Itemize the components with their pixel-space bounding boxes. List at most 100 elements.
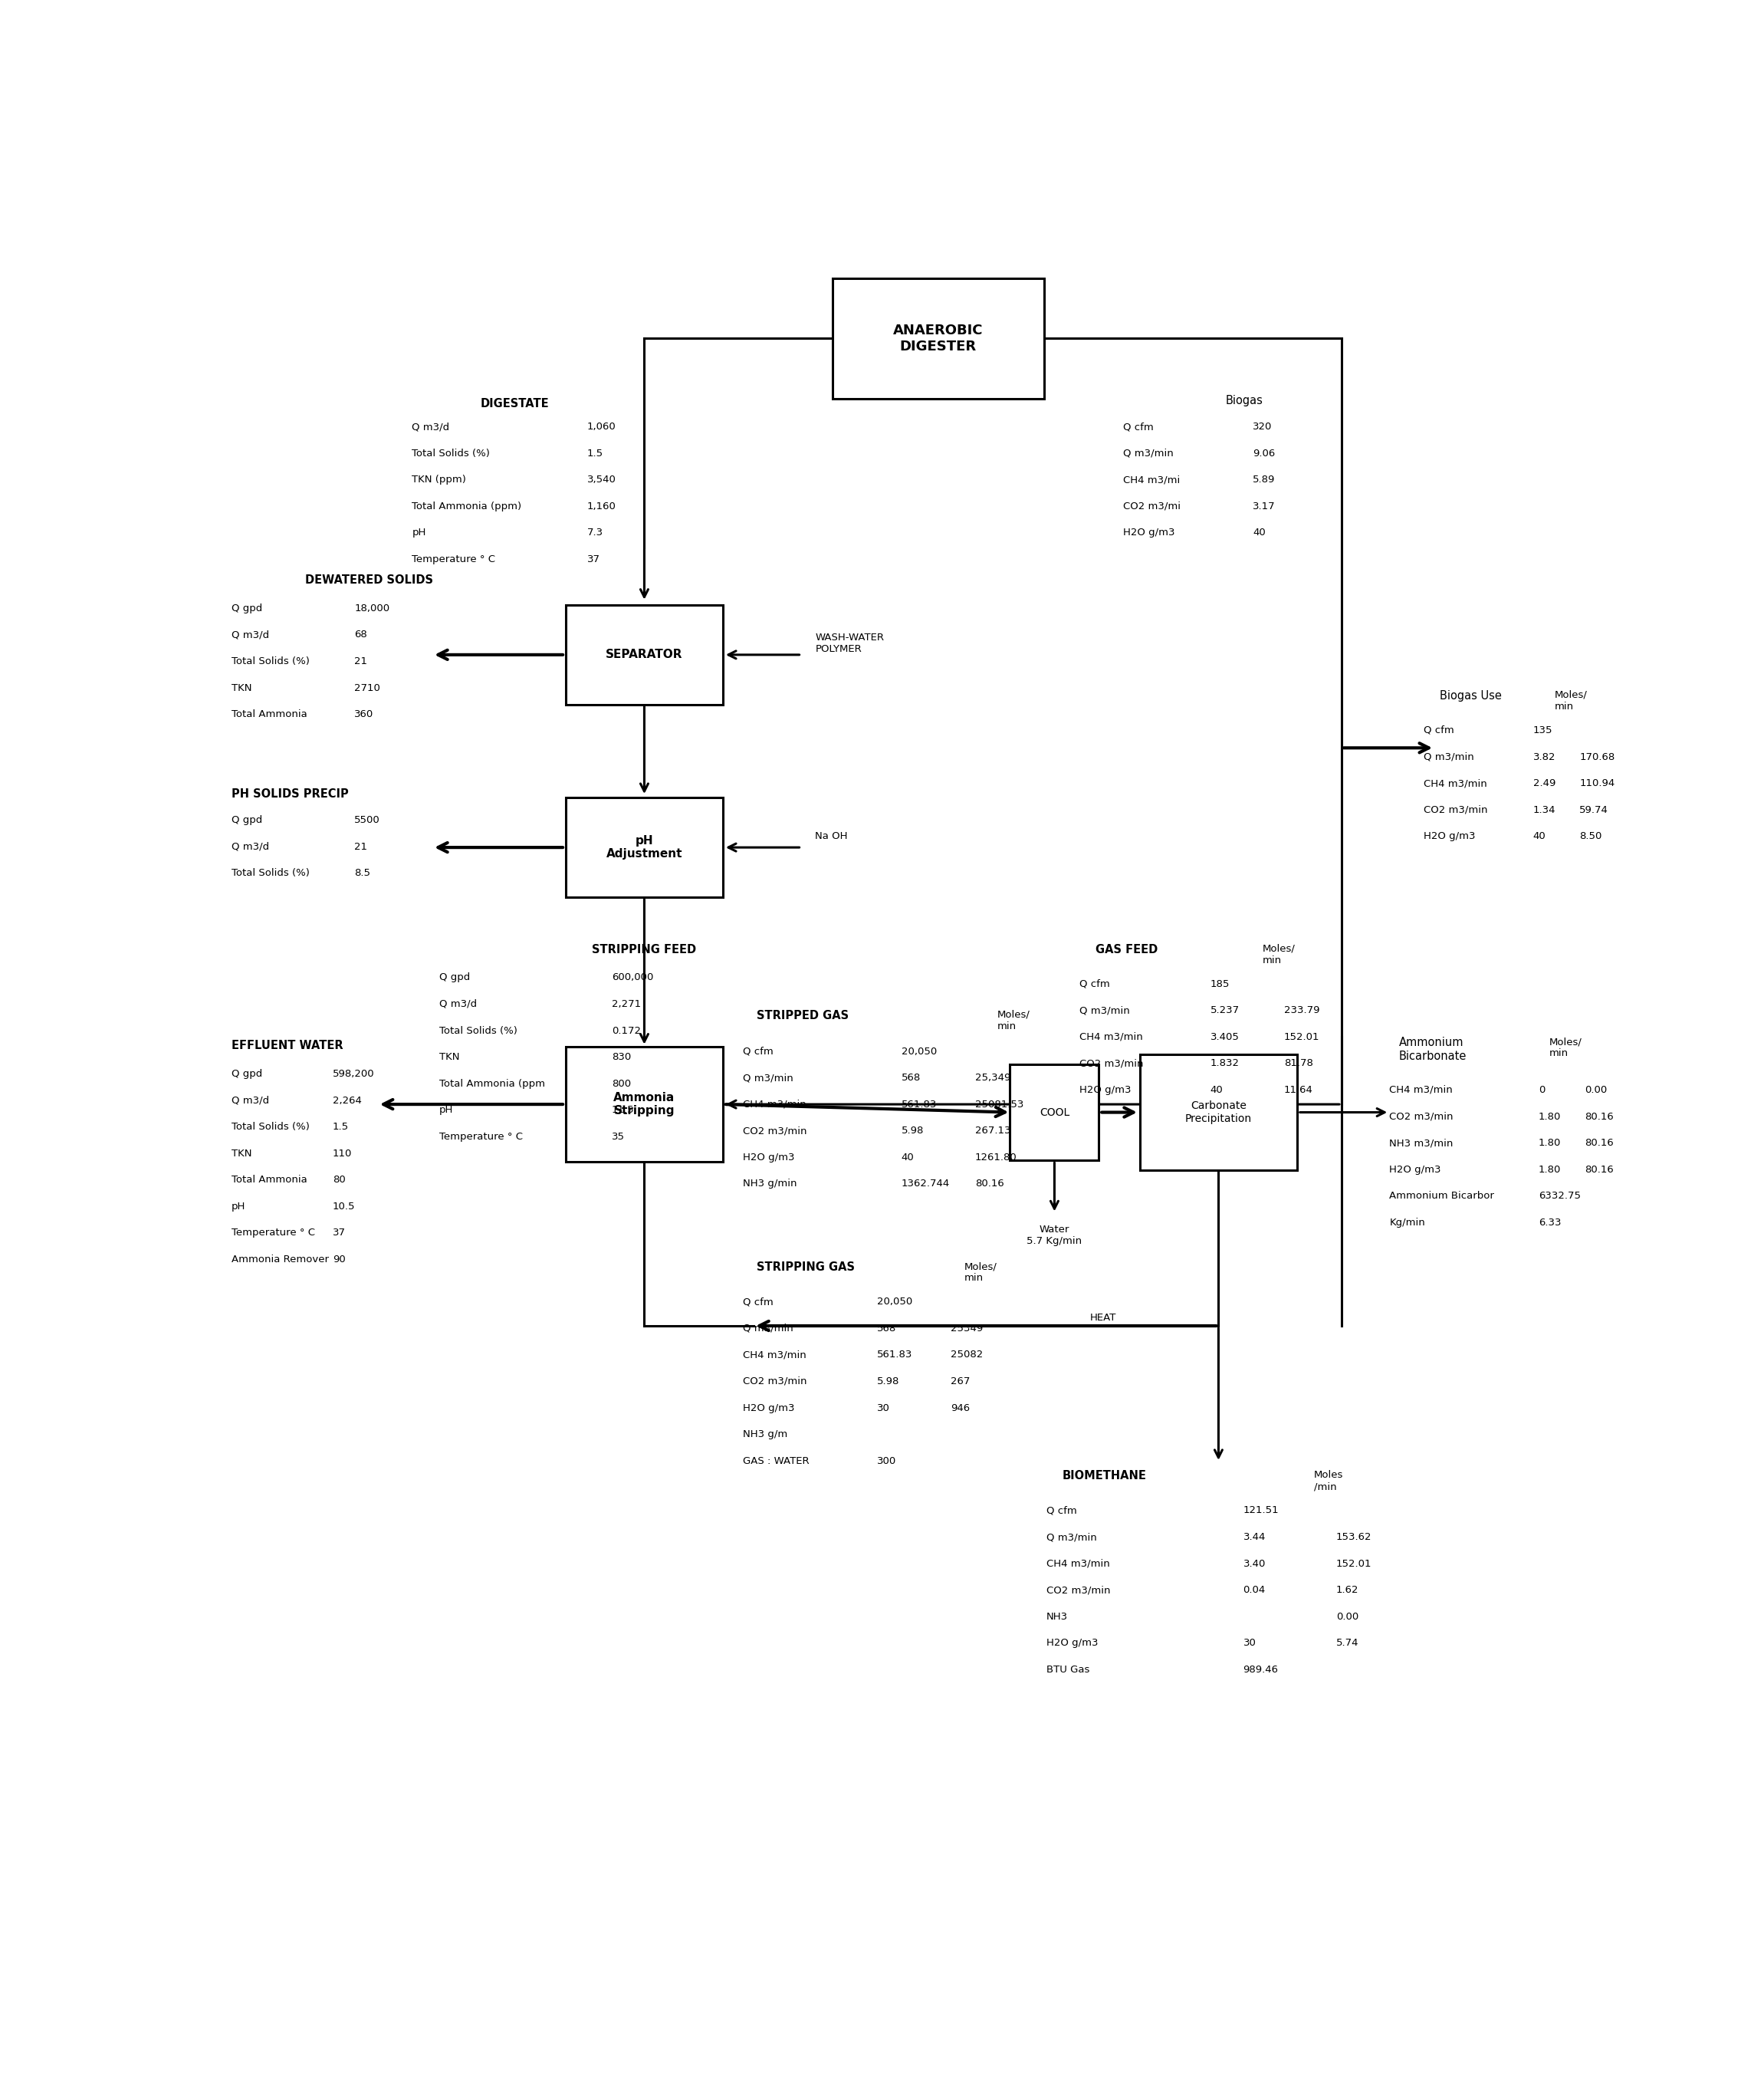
Text: DIGESTATE: DIGESTATE: [480, 398, 549, 409]
Text: 2,264: 2,264: [333, 1095, 362, 1105]
Text: 2710: 2710: [355, 684, 381, 692]
Text: Temperature ° C: Temperature ° C: [413, 555, 496, 565]
Text: 1261.80: 1261.80: [975, 1153, 1018, 1163]
Text: 40: 40: [1210, 1084, 1222, 1095]
Text: H2O g/m3: H2O g/m3: [743, 1153, 794, 1163]
Text: 80: 80: [333, 1176, 346, 1184]
Text: 0.172: 0.172: [612, 1026, 640, 1036]
Text: 0.00: 0.00: [1335, 1612, 1358, 1622]
Bar: [566, 1047, 723, 1161]
Text: 1.5: 1.5: [587, 448, 603, 459]
Text: 1.832: 1.832: [1210, 1059, 1240, 1068]
Text: Moles/
min: Moles/ min: [965, 1261, 997, 1282]
Text: 600,000: 600,000: [612, 972, 653, 982]
Text: 3.82: 3.82: [1533, 753, 1556, 761]
Text: Total Solids (%): Total Solids (%): [439, 1026, 517, 1036]
Text: GAS FEED: GAS FEED: [1095, 945, 1157, 955]
Text: 80.16: 80.16: [1584, 1111, 1614, 1122]
Text: Temperature ° C: Temperature ° C: [231, 1228, 316, 1238]
Text: H2O g/m3: H2O g/m3: [1080, 1084, 1131, 1095]
Text: 20,050: 20,050: [877, 1297, 912, 1307]
Text: STRIPPING FEED: STRIPPING FEED: [593, 945, 697, 955]
Text: DEWATERED SOLIDS: DEWATERED SOLIDS: [305, 575, 434, 586]
Text: CO2 m3/min: CO2 m3/min: [743, 1126, 806, 1136]
Text: 7.3: 7.3: [587, 528, 603, 538]
Text: 568: 568: [901, 1074, 921, 1082]
Text: Q gpd: Q gpd: [231, 603, 263, 613]
Text: 5.237: 5.237: [1210, 1005, 1240, 1015]
Text: 18,000: 18,000: [355, 603, 390, 613]
Text: Total Solids (%): Total Solids (%): [231, 1122, 309, 1132]
Text: Moles/
min: Moles/ min: [997, 1009, 1030, 1032]
Text: Q cfm: Q cfm: [743, 1297, 773, 1307]
Text: H2O g/m3: H2O g/m3: [1424, 832, 1475, 842]
Text: NH3 m3/min: NH3 m3/min: [1390, 1138, 1454, 1149]
Text: H2O g/m3: H2O g/m3: [1390, 1166, 1441, 1174]
Text: 37: 37: [333, 1228, 346, 1238]
Text: Moles/
min: Moles/ min: [1549, 1036, 1582, 1059]
Text: CH4 m3/min: CH4 m3/min: [743, 1349, 806, 1359]
Text: Q m3/d: Q m3/d: [413, 421, 450, 432]
Text: 1.5: 1.5: [333, 1122, 349, 1132]
Text: 80.16: 80.16: [975, 1178, 1004, 1188]
Text: HEAT: HEAT: [1090, 1314, 1117, 1324]
Text: PH SOLIDS PRECIP: PH SOLIDS PRECIP: [231, 788, 349, 799]
Text: 360: 360: [355, 709, 374, 719]
Text: 800: 800: [612, 1078, 632, 1088]
Text: CO2 m3/min: CO2 m3/min: [743, 1376, 806, 1387]
Text: Moles/
min: Moles/ min: [1263, 945, 1295, 965]
Text: 153.62: 153.62: [1335, 1532, 1372, 1543]
Text: 121.51: 121.51: [1244, 1505, 1279, 1516]
Text: 561.83: 561.83: [901, 1099, 937, 1109]
Text: 135: 135: [1533, 726, 1552, 736]
Text: Biogas: Biogas: [1226, 394, 1263, 407]
Text: CO2 m3/min: CO2 m3/min: [1390, 1111, 1454, 1122]
Text: 35: 35: [612, 1132, 624, 1143]
Text: Total Ammonia (ppm): Total Ammonia (ppm): [413, 502, 522, 511]
Text: Q m3/min: Q m3/min: [743, 1074, 794, 1082]
Text: H2O g/m3: H2O g/m3: [743, 1403, 794, 1414]
Text: 598,200: 598,200: [333, 1070, 374, 1078]
Text: Total Ammonia: Total Ammonia: [231, 709, 307, 719]
Text: 5.98: 5.98: [877, 1376, 900, 1387]
Text: 1.34: 1.34: [1533, 805, 1556, 815]
Text: TKN (ppm): TKN (ppm): [413, 475, 466, 486]
Text: 40: 40: [901, 1153, 914, 1163]
Text: Q cfm: Q cfm: [743, 1047, 773, 1057]
Text: CH4 m3/min: CH4 m3/min: [1390, 1084, 1454, 1095]
Text: NH3 g/min: NH3 g/min: [743, 1178, 797, 1188]
Text: 568: 568: [877, 1324, 896, 1334]
Text: Q cfm: Q cfm: [1424, 726, 1454, 736]
Text: 320: 320: [1252, 421, 1272, 432]
Text: 1,160: 1,160: [587, 502, 616, 511]
Text: 185: 185: [1210, 980, 1230, 988]
Text: 20,050: 20,050: [901, 1047, 937, 1057]
Text: 8.5: 8.5: [355, 867, 370, 878]
Text: 90: 90: [333, 1255, 346, 1264]
Text: Q m3/min: Q m3/min: [743, 1324, 794, 1334]
Text: BIOMETHANE: BIOMETHANE: [1062, 1470, 1147, 1482]
Text: EFFLUENT WATER: EFFLUENT WATER: [231, 1040, 342, 1051]
Text: Q m3/d: Q m3/d: [231, 842, 270, 853]
Text: Ammonium
Bicarbonate: Ammonium Bicarbonate: [1399, 1036, 1466, 1061]
Text: Ammonium Bicarbor: Ammonium Bicarbor: [1390, 1191, 1494, 1201]
Text: CH4 m3/min: CH4 m3/min: [743, 1099, 806, 1109]
Bar: [566, 799, 723, 897]
Text: CO2 m3/min: CO2 m3/min: [1424, 805, 1487, 815]
Text: 9.06: 9.06: [1252, 448, 1275, 459]
Text: 152.01: 152.01: [1284, 1032, 1319, 1042]
Text: Q m3/min: Q m3/min: [1046, 1532, 1097, 1543]
Text: 1.62: 1.62: [1335, 1585, 1358, 1595]
Text: 25349: 25349: [951, 1324, 983, 1334]
Text: 1.80: 1.80: [1538, 1166, 1561, 1174]
Text: Ammonia Remover: Ammonia Remover: [231, 1255, 328, 1264]
Text: Q gpd: Q gpd: [439, 972, 469, 982]
Text: 21: 21: [355, 657, 367, 667]
Text: 59.74: 59.74: [1579, 805, 1609, 815]
Text: CH4 m3/min: CH4 m3/min: [1046, 1560, 1110, 1568]
Text: CH4 m3/min: CH4 m3/min: [1080, 1032, 1143, 1042]
Text: 10.5: 10.5: [333, 1201, 355, 1211]
Text: pH
Adjustment: pH Adjustment: [607, 834, 683, 859]
Text: 1,060: 1,060: [587, 421, 616, 432]
Text: 0: 0: [1538, 1084, 1545, 1095]
